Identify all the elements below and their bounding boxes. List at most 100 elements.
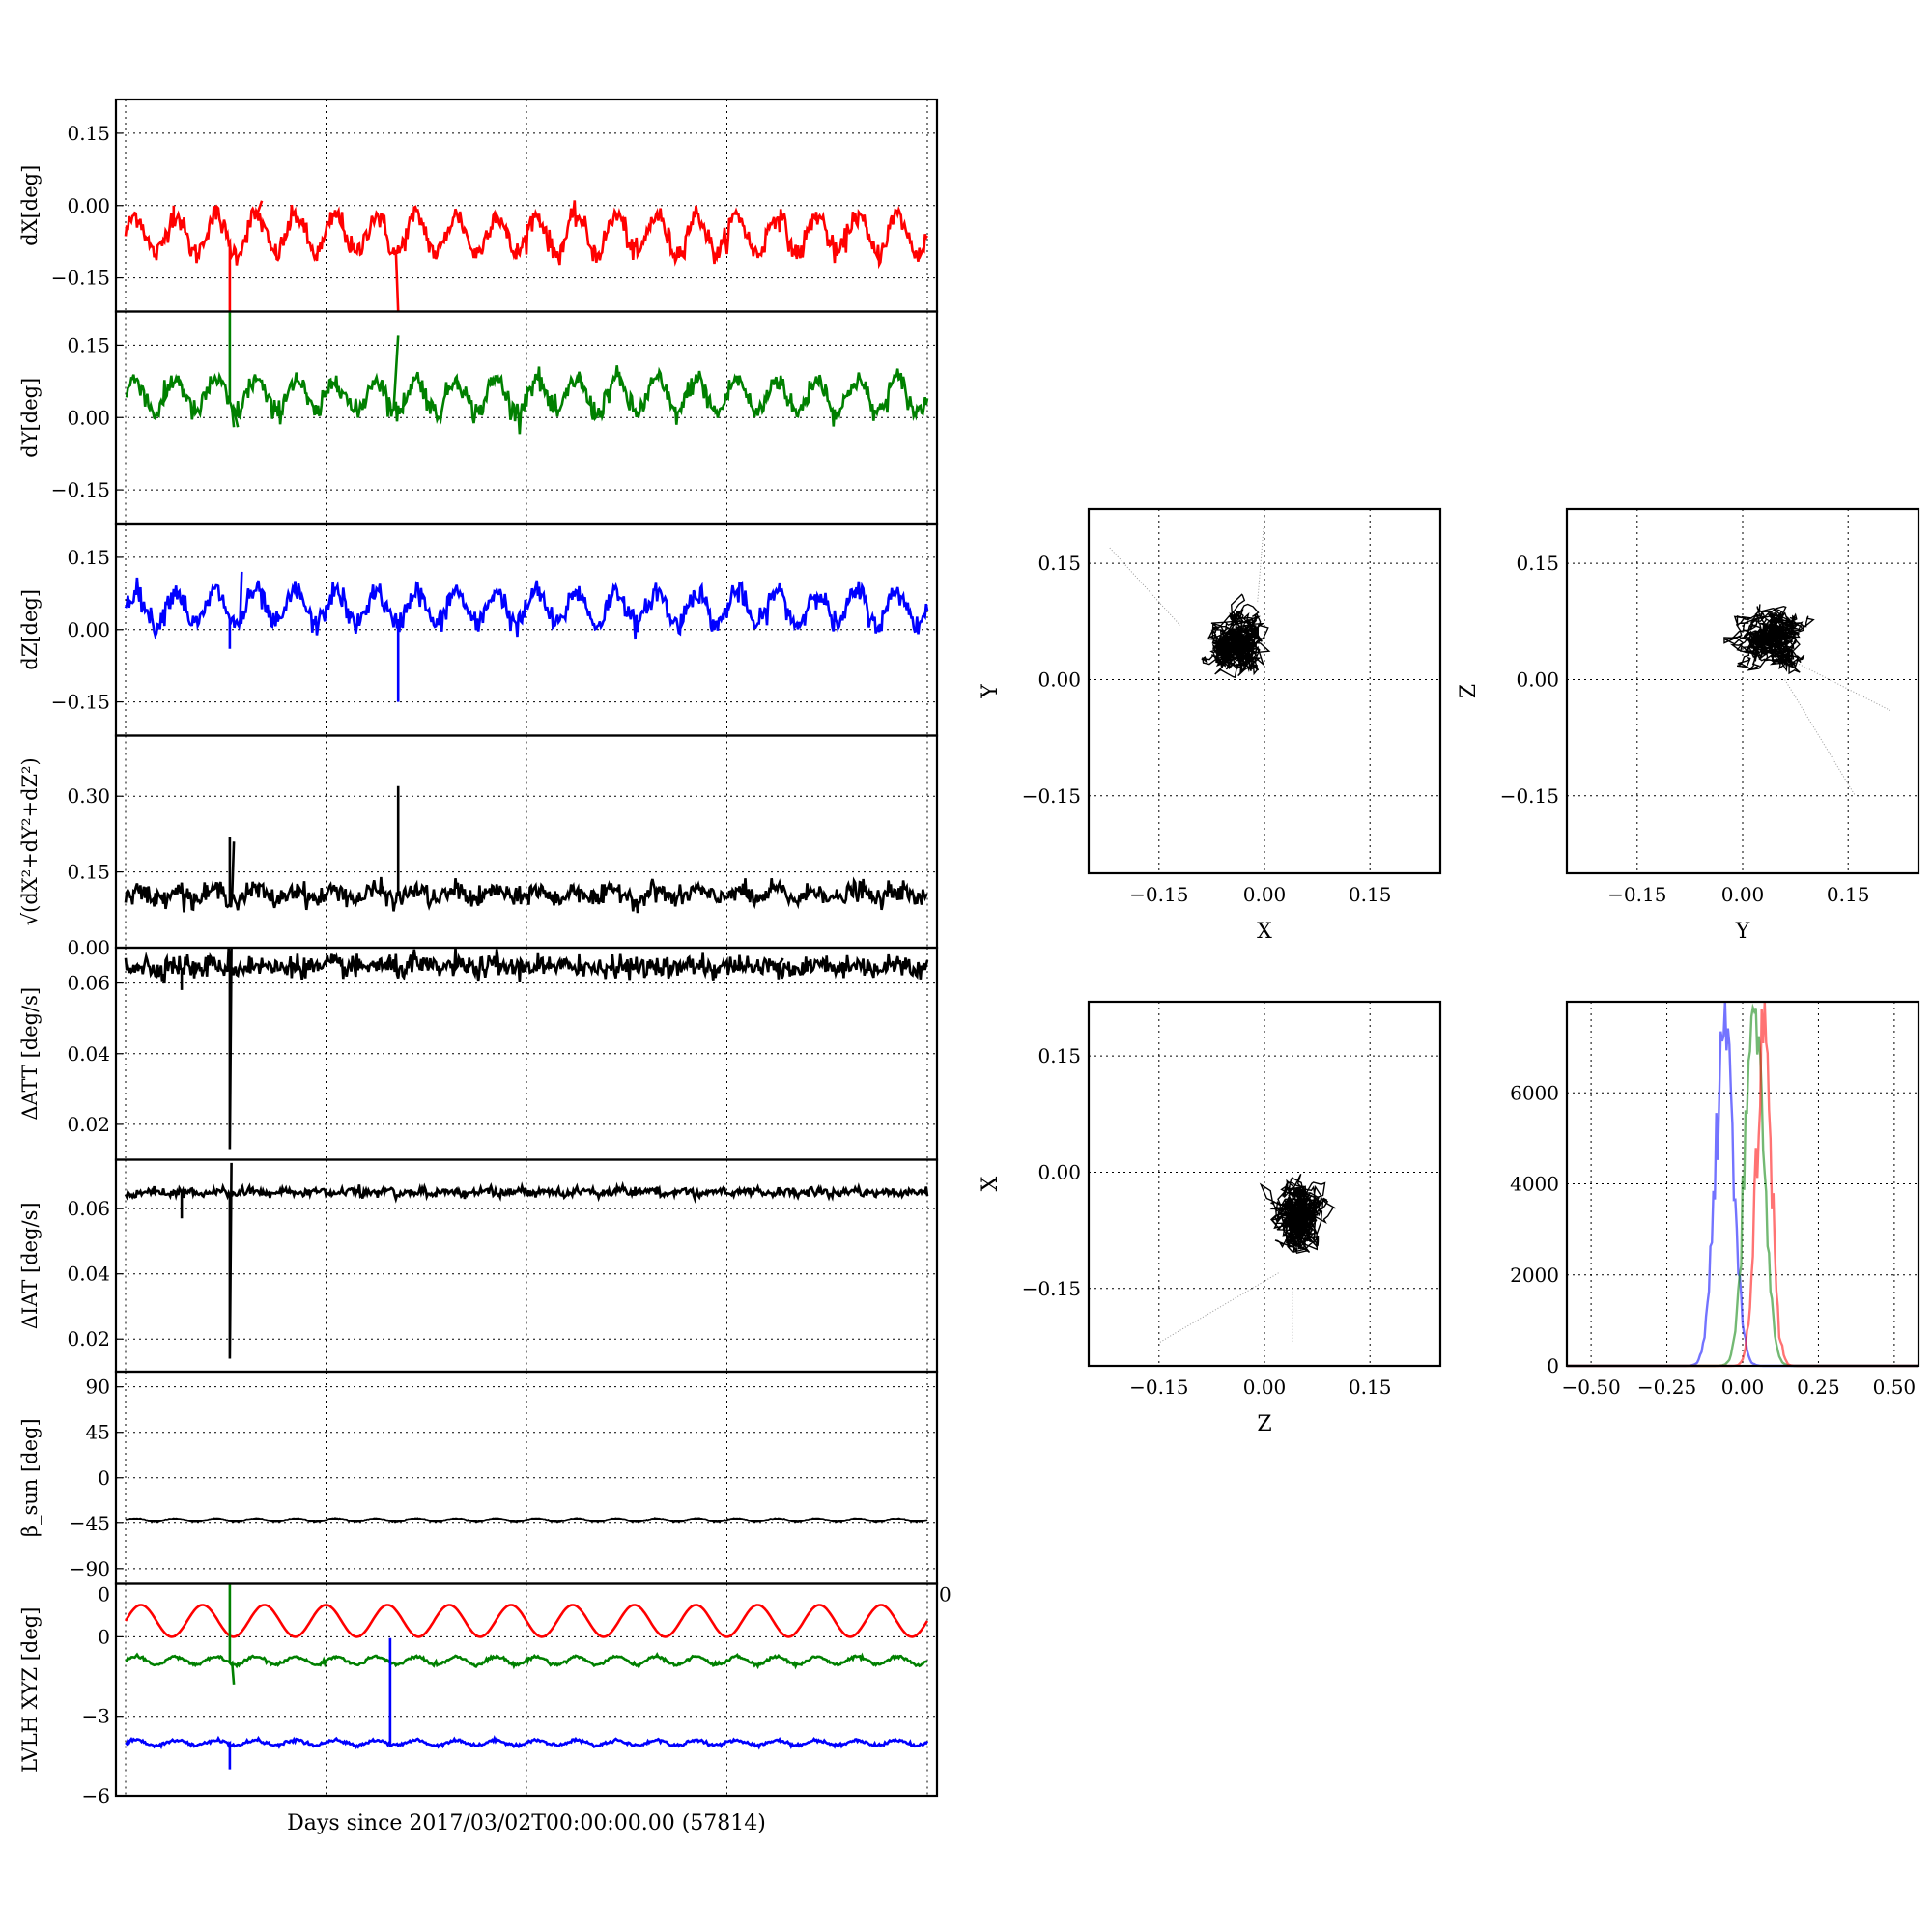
- scatter-trace: [1723, 604, 1815, 675]
- panel-yz: −0.15 −0.15 0.00 0.00 0.15 0.15 Y Z: [1457, 507, 1920, 944]
- ylabel-dx: dX[deg]: [18, 165, 42, 246]
- ylabel-beta: β_sun [deg]: [18, 1418, 42, 1537]
- panel-xy: −0.15 −0.15 0.00 0.00 0.15 0.15 X Y: [979, 507, 1442, 944]
- ytick-label: 45: [86, 1421, 110, 1444]
- series-line-dr-0: [124, 785, 928, 914]
- ytick-label: −0.15: [51, 691, 110, 714]
- ylabel-dy: dY[deg]: [18, 378, 42, 458]
- xlabel-yz: Y: [1735, 920, 1750, 944]
- ytick-label: −0.15: [1022, 784, 1081, 808]
- panel-frame: [1087, 507, 1442, 875]
- trail-line: [1799, 663, 1891, 711]
- ytick-label: −45: [70, 1512, 110, 1535]
- xtick-label: −0.25: [1637, 1376, 1696, 1399]
- xtick-label: −0.15: [1129, 1376, 1188, 1399]
- panel-dz: 0.15 0.00 −0.15 dZ[deg]: [18, 522, 939, 737]
- ytick-label: 0.15: [1037, 552, 1081, 575]
- panel-frame: [114, 1582, 939, 1798]
- xlabel-zx: Z: [1257, 1412, 1271, 1436]
- ylabel-lvlh: LVLH XYZ [deg]: [18, 1607, 42, 1773]
- ylabel-dr: √(dX²+dY²+dZ²): [18, 757, 42, 925]
- ytick-label: 0: [98, 1625, 110, 1648]
- ytick-label: 0.02: [67, 1327, 110, 1350]
- xtick-label: 0.15: [1349, 883, 1392, 906]
- series-line-dx-0: [124, 200, 929, 312]
- ytick-label: 0.15: [67, 861, 110, 884]
- xtick-label: 0.50: [1873, 1376, 1917, 1399]
- panel-datt: 0.06 0.04 0.02 ΔATT [deg/s]: [18, 946, 939, 1161]
- ylabel-yz: Z: [1457, 684, 1481, 698]
- xtick-label: −0.50: [1561, 1376, 1620, 1399]
- xtick-label: 0.15: [1349, 1376, 1392, 1399]
- ytick-label: 0.00: [1037, 1160, 1081, 1183]
- xtick-label: 0.00: [1243, 883, 1287, 906]
- panel-frame: [1565, 507, 1920, 875]
- trail-line: [1257, 516, 1265, 603]
- ytick-label: −6: [82, 1784, 110, 1807]
- xtick-label: −0.15: [1607, 883, 1666, 906]
- panel-dy: 0.15 0.00 −0.15 dY[deg]: [18, 310, 939, 526]
- timeseries-stack: 0.15 0.00 −0.15 dX[deg] 0.15 0.00 −0.15 dY[deg]…: [18, 98, 952, 1807]
- series-line-datt-0: [124, 947, 929, 1150]
- ytick-label: −0.15: [1500, 784, 1559, 808]
- ylabel-dz: dZ[deg]: [18, 589, 42, 670]
- panel-hist: −0.50 −0.25 0.00 0.25 0.50 0 2000 4000 6000: [1510, 1000, 1920, 1399]
- ytick-label: 4000: [1510, 1173, 1559, 1196]
- ytick-label: 0.15: [67, 333, 110, 356]
- ytick-label: 0: [98, 1466, 110, 1490]
- ytick-label: 0.04: [67, 1263, 110, 1286]
- panel-diat: 0.06 0.04 0.02 ΔIAT [deg/s]: [18, 1158, 939, 1374]
- series-line-beta-0: [125, 1517, 928, 1524]
- ytick-label: 0.00: [67, 194, 110, 217]
- ytick-label: 0: [1547, 1354, 1559, 1378]
- panel-dr: 0.30 0.15 0.00 √(dX²+dY²+dZ²): [18, 734, 939, 959]
- ytick-label: 0.00: [1516, 668, 1559, 691]
- panel-lvlh: 0 −3 −6 LVLH XYZ [deg] 0 0: [18, 1582, 952, 1807]
- xtick-label: 0.00: [1721, 1376, 1765, 1399]
- ytick-label: 0.00: [67, 406, 110, 429]
- series-line-lvlh-0: [124, 1604, 929, 1638]
- ytick-label: −0.15: [51, 478, 110, 501]
- corner-label-left: 0: [98, 1583, 110, 1606]
- ylabel-zx: X: [979, 1176, 1003, 1191]
- ytick-label: 0.02: [67, 1113, 110, 1136]
- ytick-label: 0.15: [67, 122, 110, 145]
- ytick-label: 2000: [1510, 1264, 1559, 1287]
- ylabel-diat: ΔIAT [deg/s]: [18, 1202, 42, 1329]
- ytick-label: 0.15: [1037, 1044, 1081, 1067]
- ytick-label: 0.15: [1516, 552, 1559, 575]
- panel-zx: −0.15 −0.15 0.00 0.00 0.15 0.15 Z X: [979, 1000, 1442, 1436]
- scatter-trace: [1259, 1173, 1336, 1255]
- corner-label-right: 0: [939, 1583, 952, 1606]
- ytick-label: 0.00: [1037, 668, 1081, 691]
- xtick-label: 0.25: [1797, 1376, 1840, 1399]
- xtick-label: −0.15: [1129, 883, 1188, 906]
- panel-dx: 0.15 0.00 −0.15 dX[deg]: [18, 98, 939, 313]
- ytick-label: 6000: [1510, 1081, 1559, 1104]
- trail-line: [1158, 1272, 1279, 1344]
- series-line-diat-0: [124, 1162, 929, 1359]
- ytick-label: −0.15: [51, 267, 110, 290]
- ytick-label: −90: [70, 1557, 110, 1580]
- ytick-label: 0.30: [67, 784, 110, 808]
- ytick-label: 0.00: [67, 936, 110, 959]
- series-line-lvlh-1: [125, 1583, 928, 1685]
- series-line-lvlh-2: [125, 1637, 929, 1770]
- ytick-label: −3: [82, 1705, 110, 1728]
- ytick-label: 0.00: [67, 618, 110, 641]
- series-line-dz-0: [124, 571, 929, 702]
- time-axis-label: Days since 2017/03/02T00:00:00.00 (57814…: [287, 1811, 766, 1835]
- ylabel-datt: ΔATT [deg/s]: [18, 987, 42, 1121]
- ytick-label: 0.06: [67, 972, 110, 995]
- xtick-label: 0.15: [1827, 883, 1870, 906]
- panel-frame: [1565, 1000, 1920, 1368]
- trail-line: [1109, 547, 1181, 626]
- panel-frame: [1087, 1000, 1442, 1368]
- ytick-label: −0.15: [1022, 1277, 1081, 1300]
- scatter-trace: [1201, 593, 1271, 679]
- xlabel-xy: X: [1257, 920, 1272, 944]
- series-line-dy-0: [125, 311, 929, 435]
- xtick-label: 0.00: [1721, 883, 1765, 906]
- ytick-label: 90: [86, 1376, 110, 1399]
